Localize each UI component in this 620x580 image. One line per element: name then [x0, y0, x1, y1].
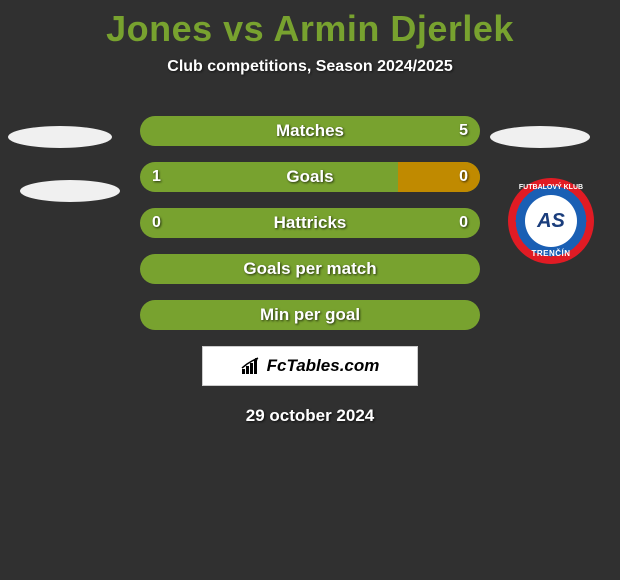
bar-chart-icon [241, 357, 263, 375]
player2-club-badge: FUTBALOVÝ KLUB AS TRENČÍN [508, 178, 594, 264]
stat-label: Matches [140, 121, 480, 141]
stat-label: Goals per match [140, 259, 480, 279]
brand-text: FcTables.com [267, 356, 380, 376]
club-badge-monogram: AS [537, 210, 565, 233]
stat-row: Matches5 [140, 116, 480, 146]
brand-box: FcTables.com [202, 346, 418, 386]
player1-club-placeholder [20, 180, 120, 202]
vs-text: vs [213, 8, 274, 49]
player2-name: Armin Djerlek [273, 8, 514, 49]
player2-photo-placeholder [490, 126, 590, 148]
stat-label: Goals [140, 167, 480, 187]
club-badge-bottom-text: TRENČÍN [531, 249, 570, 258]
stat-row: Goals per match [140, 254, 480, 284]
player1-photo-placeholder [8, 126, 112, 148]
stat-row: Hattricks0 0 [140, 208, 480, 238]
generation-date: 29 october 2024 [0, 406, 620, 426]
stat-value-right: 0 [459, 214, 468, 232]
player1-name: Jones [106, 8, 213, 49]
comparison-title: Jones vs Armin Djerlek [0, 0, 620, 50]
subtitle: Club competitions, Season 2024/2025 [0, 58, 620, 76]
stat-row: Min per goal [140, 300, 480, 330]
stat-value-left: 0 [152, 214, 161, 232]
stat-value-right: 5 [459, 122, 468, 140]
stat-row: Goals1 0 [140, 162, 480, 192]
stat-value-left: 1 [152, 168, 161, 186]
stat-label: Hattricks [140, 213, 480, 233]
stat-value-right: 0 [459, 168, 468, 186]
club-badge-top-text: FUTBALOVÝ KLUB [519, 184, 583, 191]
stat-label: Min per goal [140, 305, 480, 325]
